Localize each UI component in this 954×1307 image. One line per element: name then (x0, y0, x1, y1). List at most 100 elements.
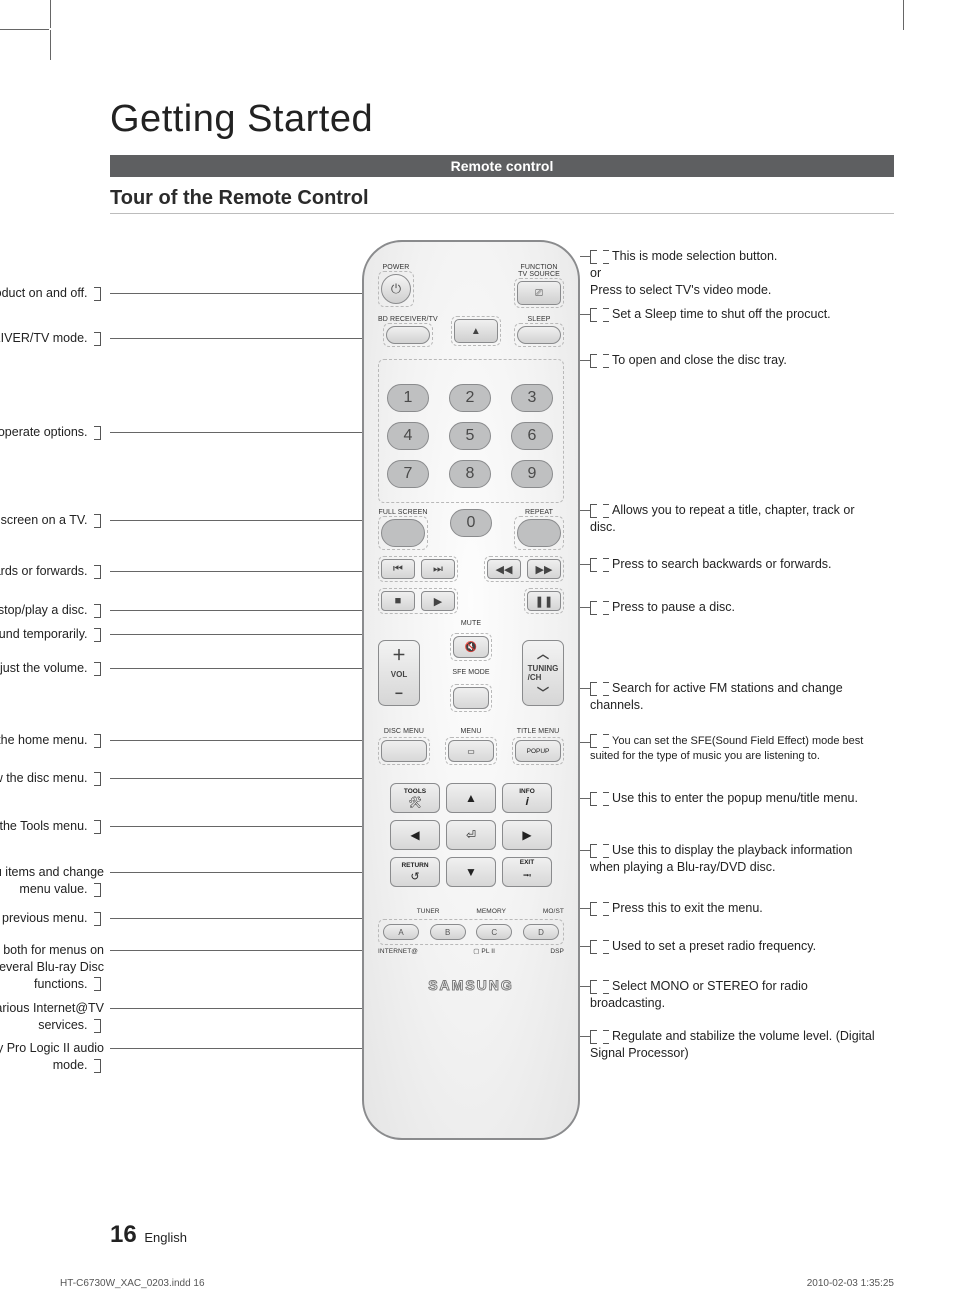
bd-receiver-button[interactable] (386, 326, 430, 344)
nav-pad: TOOLS🛠 ▲ INFO𝒊 ◀ ⏎ ▶ RETURN↺ ▼ EXIT⭲ (386, 775, 556, 895)
callout: Adjust the volume. (0, 660, 104, 677)
print-date: 2010-02-03 1:35:25 (807, 1278, 894, 1289)
nav-right-button[interactable]: ▶ (502, 820, 552, 850)
label-dpl: ▢ PL II (473, 949, 495, 957)
num-0-button[interactable]: 0 (450, 509, 492, 537)
callout: Select MONO or STEREO for radio broadcas… (590, 978, 880, 1012)
color-b-button[interactable]: B (430, 924, 466, 940)
callout: Allows you to repeat a title, chapter, t… (590, 502, 880, 536)
sfe-button[interactable] (453, 687, 489, 709)
skip-back-button[interactable]: ⏮ (381, 559, 415, 579)
nav-left-button[interactable]: ◀ (390, 820, 440, 850)
label-memory: MEMORY (476, 909, 506, 917)
num-9-button[interactable]: 9 (511, 460, 553, 488)
label-tuner: TUNER (417, 909, 440, 917)
volume-pad[interactable]: ＋ VOL − (378, 640, 420, 706)
callout: Press this to link to various Internet@T… (0, 1000, 104, 1034)
footer: 16 English (110, 1221, 187, 1249)
callout: To open and close the disc tray. (590, 352, 880, 369)
label-internet: INTERNET@ (378, 949, 418, 957)
label-power: POWER (383, 264, 410, 271)
play-button[interactable]: ▶ (421, 591, 455, 611)
label-tuning: TUNING (528, 664, 559, 673)
page-title: Getting Started (110, 98, 894, 141)
fullscreen-button[interactable] (381, 519, 425, 547)
callout: Return to the previous menu. (0, 910, 104, 927)
enter-button[interactable]: ⏎ (446, 820, 496, 850)
titlemenu-button[interactable]: POPUP (515, 740, 561, 762)
ffwd-button[interactable]: ▶▶ (527, 559, 561, 579)
callout: Press to stop/play a disc. (0, 602, 104, 619)
print-line: HT-C6730W_XAC_0203.indd 16 2010-02-03 1:… (60, 1278, 894, 1289)
power-button[interactable]: ⏻ (381, 274, 411, 304)
label-menu: MENU (460, 728, 481, 735)
callout: You can set the SFE(Sound Field Effect) … (590, 734, 880, 764)
callout: This is mode selection button.orPress to… (590, 248, 880, 299)
label-tvsource: TV SOURCE (518, 271, 560, 278)
stop-button[interactable]: ■ (381, 591, 415, 611)
brand-logo: SAMSUNG (378, 977, 564, 993)
remote-body: POWER ⏻ FUNCTION TV SOURCE ⎚ BD RECEIVER… (362, 240, 580, 1140)
label-moist: MO/ST (543, 909, 564, 917)
section-bar: Remote control (110, 155, 894, 177)
menu-button[interactable]: ▭ (448, 740, 494, 762)
callout: Use this to display the playback informa… (590, 842, 880, 876)
callout: Press numeric buttons to operate options… (0, 424, 104, 441)
callout: Press to view the disc menu. (0, 770, 104, 787)
label-sfe: SFE MODE (452, 669, 489, 676)
callout: Turn the product on and off. (0, 285, 104, 302)
exit-button[interactable]: EXIT⭲ (502, 857, 552, 887)
label-sleep: SLEEP (527, 316, 550, 323)
callout: Cut off the sound temporarily. (0, 626, 104, 643)
color-a-button[interactable]: A (383, 924, 419, 940)
label-titlemenu: TITLE MENU (517, 728, 560, 735)
num-3-button[interactable]: 3 (511, 384, 553, 412)
mute-button[interactable]: 🔇 (453, 636, 489, 658)
nav-down-button[interactable]: ▼ (446, 857, 496, 887)
callout: Select the desired Dolby Pro Logic II au… (0, 1040, 104, 1074)
num-8-button[interactable]: 8 (449, 460, 491, 488)
color-c-button[interactable]: C (476, 924, 512, 940)
callout: Press to skip backwards or forwards. (0, 563, 104, 580)
callout: These buttons are used both for menus on… (0, 942, 104, 993)
tuning-pad[interactable]: ︿ TUNING/CH ﹀ (522, 640, 564, 706)
callout: Press to pause a disc. (590, 599, 880, 616)
label-ch: /CH (528, 673, 542, 682)
label-discmenu: DISC MENU (384, 728, 424, 735)
num-7-button[interactable]: 7 (387, 460, 429, 488)
label-function: FUNCTION (521, 264, 558, 271)
callout: Press to select BD RECEIVER/TV mode. (0, 330, 104, 347)
nav-up-button[interactable]: ▲ (446, 783, 496, 813)
pause-button[interactable]: ❚❚ (527, 591, 561, 611)
rewind-button[interactable]: ◀◀ (487, 559, 521, 579)
num-4-button[interactable]: 4 (387, 422, 429, 450)
callout: Press this to move to the home menu. (0, 732, 104, 749)
callout: Used to set a preset radio frequency. (590, 938, 880, 955)
callout: Press this to use the Tools menu. (0, 818, 104, 835)
skip-fwd-button[interactable]: ⏭ (421, 559, 455, 579)
num-5-button[interactable]: 5 (449, 422, 491, 450)
callout: Press this to see the full screen on a T… (0, 512, 104, 529)
num-6-button[interactable]: 6 (511, 422, 553, 450)
discmenu-button[interactable] (381, 740, 427, 762)
sleep-button[interactable] (517, 326, 561, 344)
callout: Use this to enter the popup menu/title m… (590, 790, 880, 807)
function-button[interactable]: ⎚ (517, 281, 561, 305)
page-number: 16 (110, 1221, 137, 1248)
callout: Set a Sleep time to shut off the procuct… (590, 306, 880, 323)
label-mute: MUTE (378, 620, 564, 627)
tools-button[interactable]: TOOLS🛠 (390, 783, 440, 813)
callout: Regulate and stabilize the volume level.… (590, 1028, 880, 1062)
eject-button[interactable]: ▲ (454, 319, 498, 343)
num-2-button[interactable]: 2 (449, 384, 491, 412)
return-button[interactable]: RETURN↺ (390, 857, 440, 887)
label-dsp: DSP (550, 949, 564, 957)
callout: Search for active FM stations and change… (590, 680, 880, 714)
color-d-button[interactable]: D (523, 924, 559, 940)
page-language: English (144, 1230, 187, 1245)
subtitle: Tour of the Remote Control (110, 187, 894, 214)
info-button[interactable]: INFO𝒊 (502, 783, 552, 813)
repeat-button[interactable] (517, 519, 561, 547)
label-bdrecv: BD RECEIVER/TV (378, 316, 438, 323)
num-1-button[interactable]: 1 (387, 384, 429, 412)
